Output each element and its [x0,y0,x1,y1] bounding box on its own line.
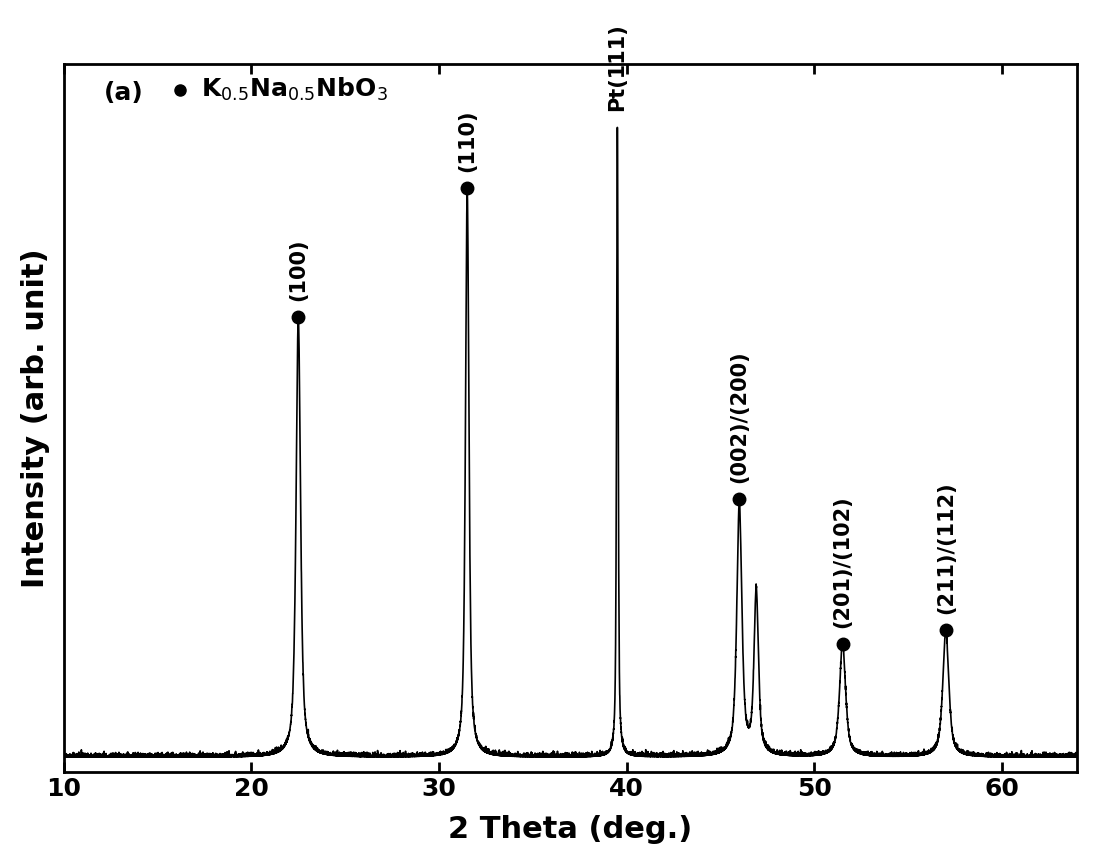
Text: (002)/(200): (002)/(200) [729,350,749,483]
Text: (100): (100) [289,238,309,301]
Text: (201)/(102): (201)/(102) [832,495,852,628]
Text: (a): (a) [104,81,144,106]
X-axis label: 2 Theta (deg.): 2 Theta (deg.) [448,815,693,844]
Text: (211)/(112): (211)/(112) [935,482,955,614]
Text: Pt(111): Pt(111) [607,23,627,112]
Y-axis label: Intensity (arb. unit): Intensity (arb. unit) [21,248,49,588]
Text: (110): (110) [457,110,478,172]
Text: K$_{0.5}$Na$_{0.5}$NbO$_{3}$: K$_{0.5}$Na$_{0.5}$NbO$_{3}$ [201,76,388,104]
